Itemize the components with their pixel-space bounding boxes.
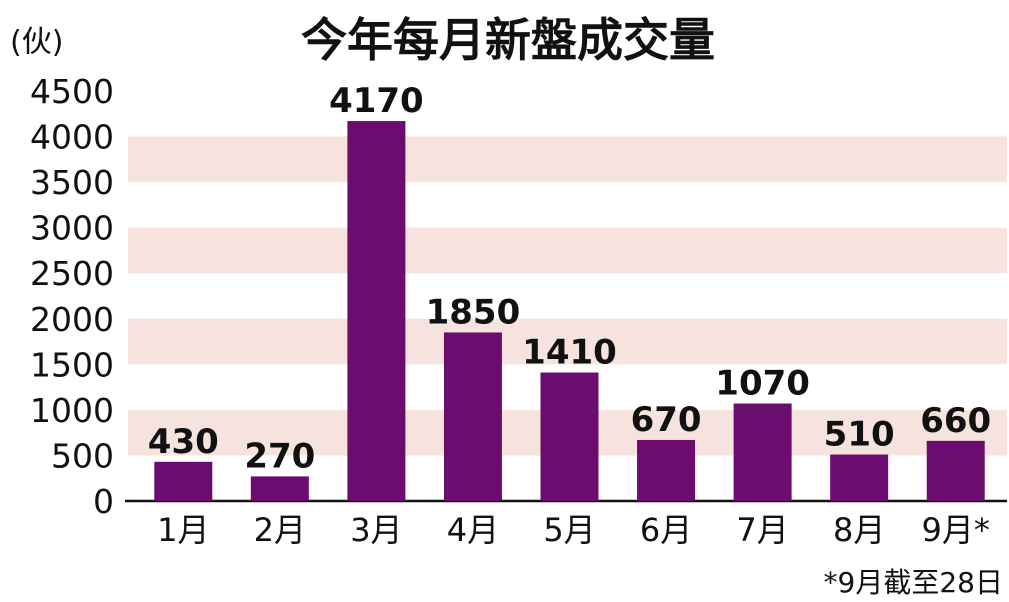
x-tick-label: 3月 <box>350 511 402 549</box>
y-unit-label: (伙) <box>10 25 63 60</box>
y-tick-label: 3000 <box>30 209 114 248</box>
bar <box>250 476 309 501</box>
y-tick-label: 2000 <box>30 300 114 339</box>
x-tick-label: 5月 <box>543 511 595 549</box>
y-tick-label: 500 <box>51 436 114 475</box>
y-tick-label: 1000 <box>30 391 114 430</box>
bar <box>926 440 985 501</box>
value-label: 1850 <box>426 292 521 332</box>
value-label: 430 <box>148 422 219 462</box>
bar <box>733 403 792 501</box>
x-tick-label: 4月 <box>447 511 499 549</box>
x-tick-label: 2月 <box>254 511 306 549</box>
value-label: 1070 <box>715 364 810 404</box>
chart-title: 今年每月新盤成交量 <box>301 13 715 67</box>
y-tick-label: 3500 <box>30 163 114 202</box>
value-label: 270 <box>244 436 315 476</box>
x-tick-label: 7月 <box>736 511 788 549</box>
y-tick-label: 4500 <box>30 72 114 111</box>
x-tick-label: 1月 <box>157 511 209 549</box>
x-tick-label: 9月* <box>922 511 990 549</box>
x-tick-label: 6月 <box>640 511 692 549</box>
value-label: 510 <box>824 415 895 455</box>
y-axis-ticks: 0 500 1000 1500 2000 2500 3000 3500 4000 4500 <box>30 72 114 521</box>
y-tick-label: 2500 <box>30 254 114 293</box>
bar <box>540 372 599 501</box>
value-label: 670 <box>631 400 702 440</box>
bar <box>637 439 696 501</box>
bar <box>830 454 889 501</box>
y-tick-label: 0 <box>93 482 114 521</box>
bar <box>154 461 213 501</box>
footnote: *9月截至28日 <box>824 566 1003 599</box>
grid-band <box>128 136 1007 183</box>
bars <box>154 121 985 502</box>
value-label: 1410 <box>522 333 617 373</box>
grid-band <box>128 227 1007 274</box>
x-axis-ticks: 1月 2月 3月 4月 5月 6月 7月 8月 9月* <box>157 511 990 549</box>
bar <box>443 332 502 501</box>
y-tick-label: 1500 <box>30 345 114 384</box>
value-label: 4170 <box>329 81 424 121</box>
y-tick-label: 4000 <box>30 118 114 157</box>
x-tick-label: 8月 <box>833 511 885 549</box>
value-label: 660 <box>920 401 991 441</box>
grid-band <box>128 318 1007 365</box>
bar <box>347 121 406 502</box>
